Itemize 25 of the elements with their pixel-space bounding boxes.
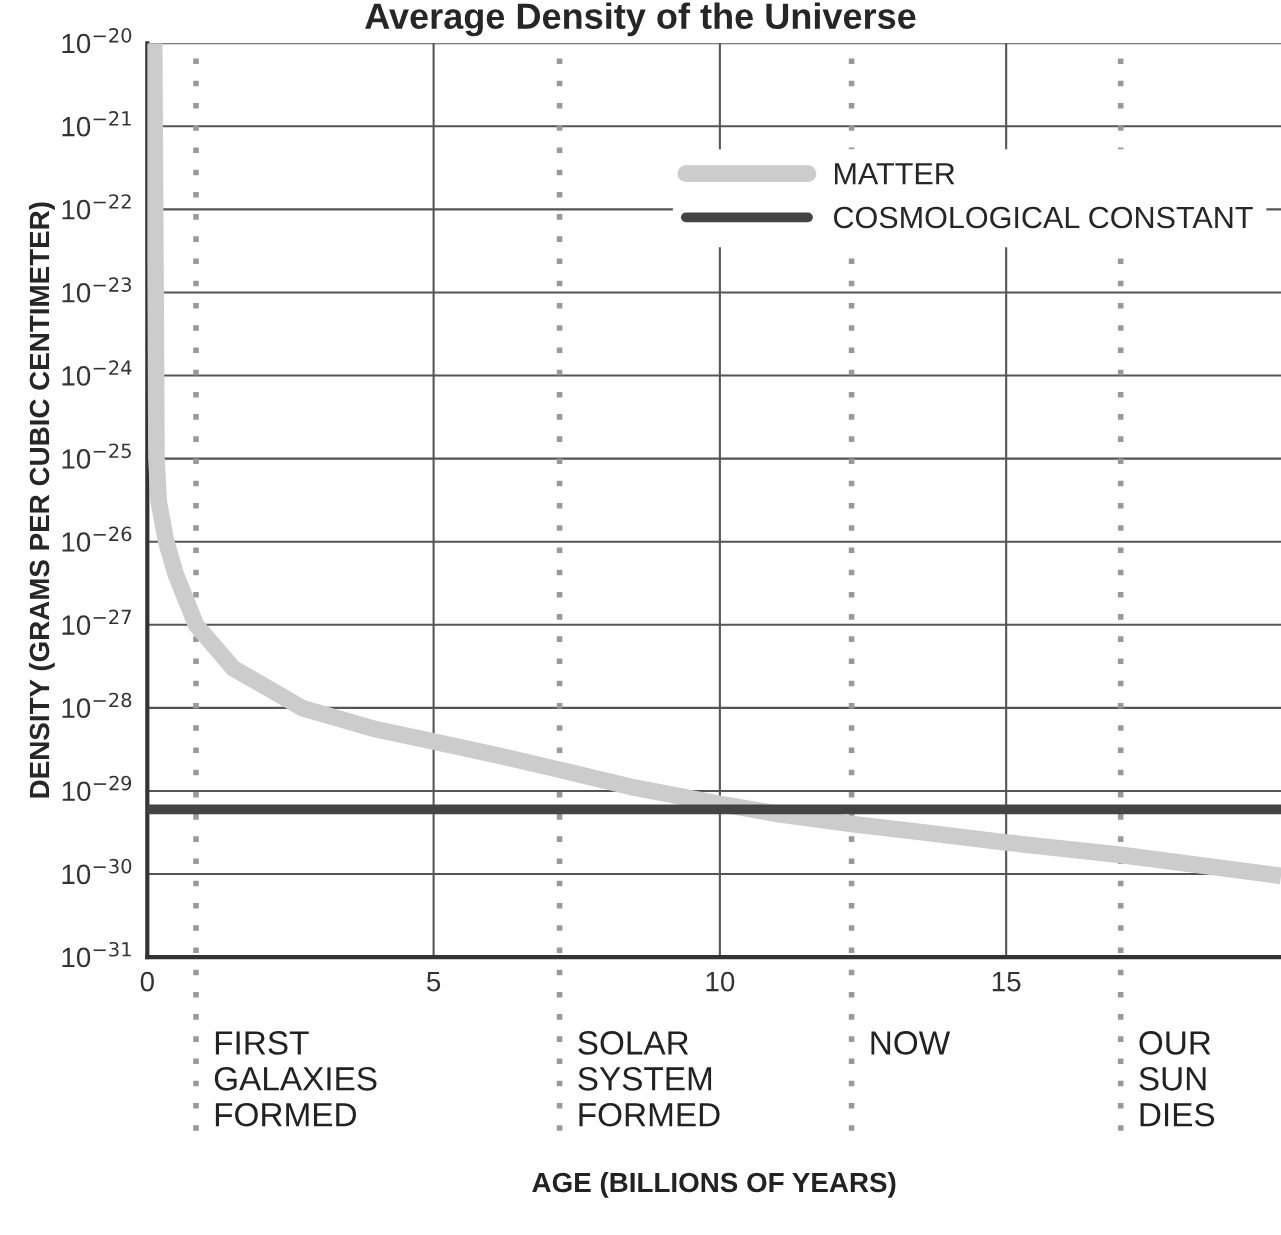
ref-line-label: SOLAR SYSTEM FORMED xyxy=(578,1031,720,1127)
y-tick-label: 10$^{−21}$ xyxy=(62,111,131,137)
x-tick-label: 5 xyxy=(426,972,441,992)
legend-label: MATTER xyxy=(834,163,955,185)
x-tick-label: 10 xyxy=(706,971,735,992)
x-tick-label: 15 xyxy=(992,972,1021,992)
y-tick-label: 10$^{−29}$ xyxy=(62,775,132,802)
y-tick-label: 10$^{−24}$ xyxy=(62,360,132,386)
y-tick-label: 10$^{−22}$ xyxy=(62,194,131,220)
y-tick-label: 10$^{−28}$ xyxy=(62,692,132,719)
y-tick-label: 10$^{−26}$ xyxy=(62,526,132,552)
text: AGE (BILLIONS OF YEARS) xyxy=(532,1171,896,1198)
y-tick-label: 10$^{−30}$ xyxy=(62,858,132,885)
y-axis-title: DENSITY (GRAMS PER CUBIC CENTIMETER) xyxy=(28,202,55,798)
y-tick-label: 10$^{−23}$ xyxy=(62,277,132,303)
ref-line-label: FIRST GALAXIES FORMED xyxy=(214,1031,377,1127)
legend-label: COSMOLOGICAL CONSTANT xyxy=(834,206,1253,229)
y-tick-label: 10$^{−20}$ xyxy=(62,28,132,54)
y-tick-label: 10$^{−27}$ xyxy=(62,609,131,635)
y-tick-label: 10$^{−25}$ xyxy=(62,443,131,469)
x-tick-label: 0 xyxy=(140,971,154,992)
ref-line-label: NOW xyxy=(871,1031,951,1055)
y-tick-label: 10$^{−31}$ xyxy=(62,941,131,968)
ref-line-label: OUR SUN DIES xyxy=(1139,1031,1215,1127)
chart-title: Average Density of the Universe xyxy=(365,2,916,37)
